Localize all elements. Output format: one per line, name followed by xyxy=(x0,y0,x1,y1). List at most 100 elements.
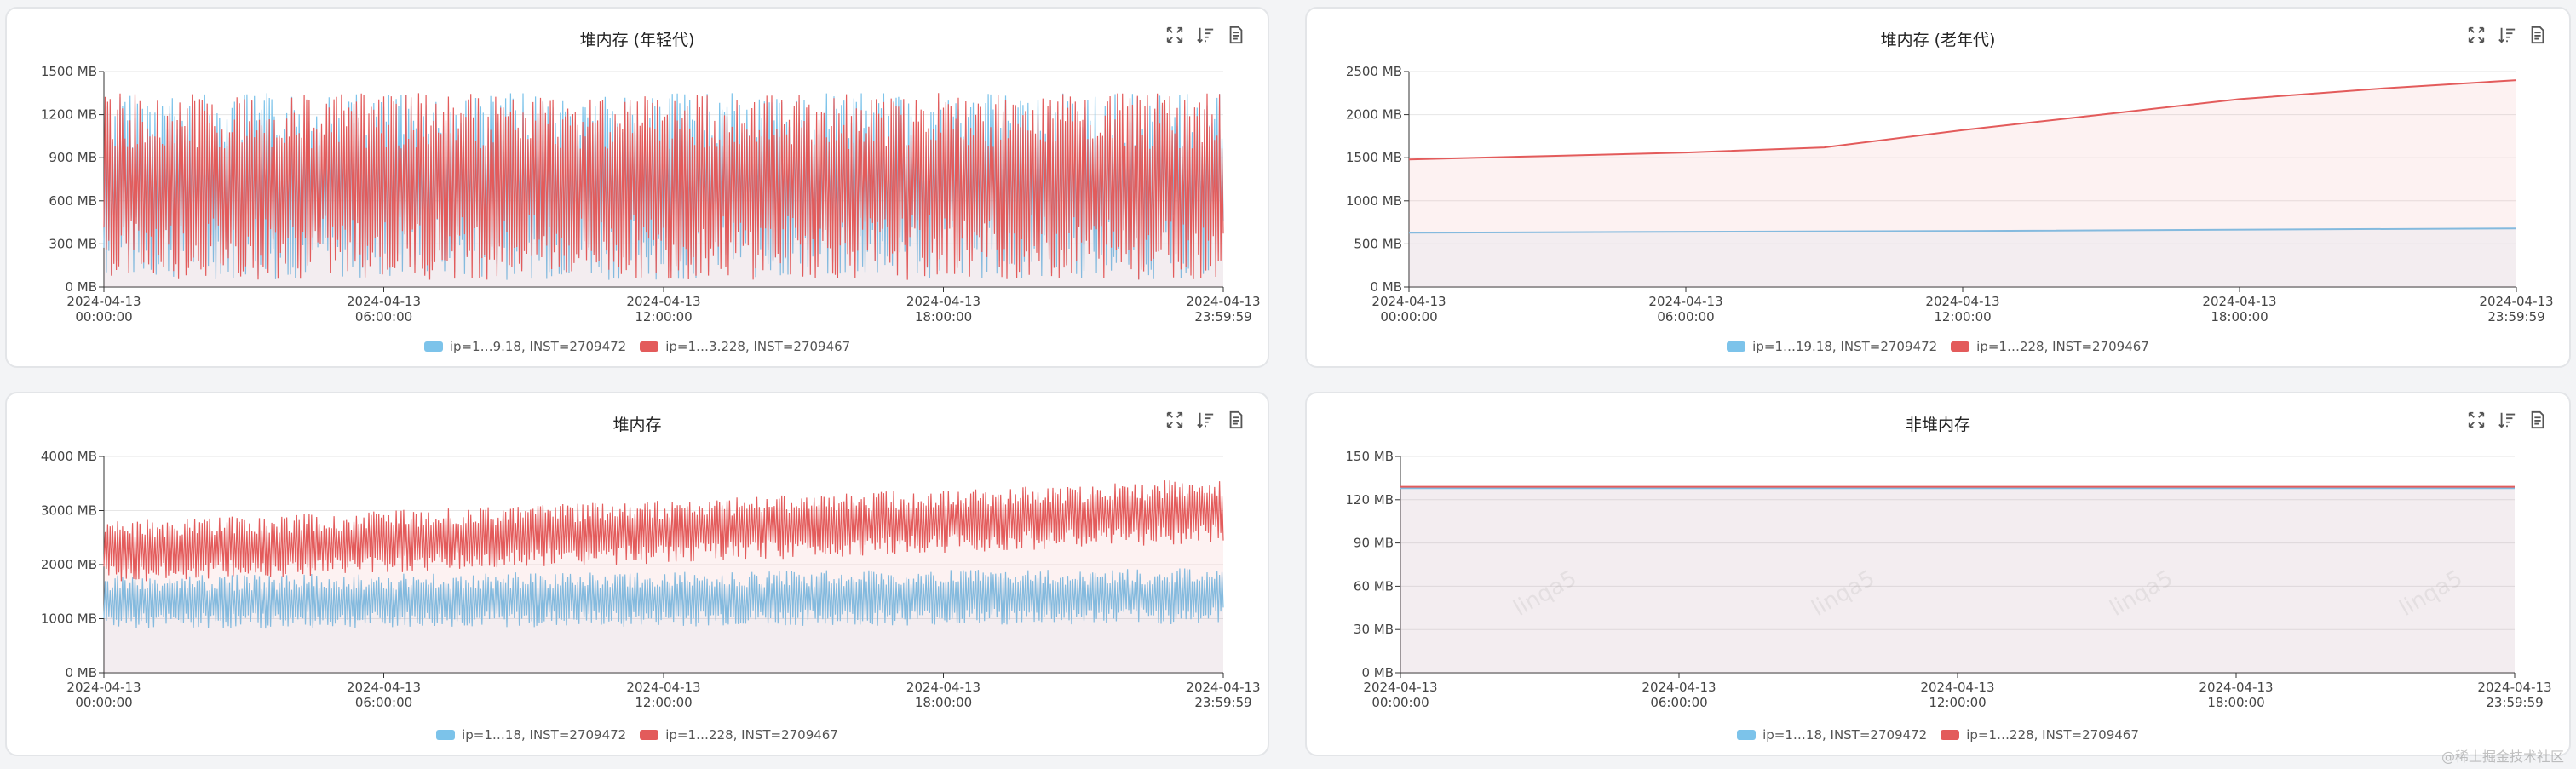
x-tick-label-time: 06:00:00 xyxy=(1657,309,1714,324)
document-icon[interactable] xyxy=(2528,410,2547,429)
legend-item-series-2[interactable]: ip=1…228, INST=2709467 xyxy=(1941,727,2139,743)
non-heap-plot: 0 MB 30 MB 60 MB 90 MB 120 MB 150 MB 2024-04-1… xyxy=(1345,449,2551,710)
series-line-2 xyxy=(1408,79,2517,161)
y-tick-label: 2000 MB xyxy=(1346,107,1402,123)
young-gen-plot: 0 MB 300 MB 600 MB 900 MB 1200 MB 1500 MB 2024… xyxy=(41,64,1261,324)
x-tick-label-date: 2024-04-13 xyxy=(1363,680,1437,695)
legend-item-series-2[interactable]: ip=1…228, INST=2709467 xyxy=(1951,339,2149,354)
x-tick-label-date: 2024-04-13 xyxy=(347,294,421,309)
legend-item-series-1[interactable]: ip=1…18, INST=2709472 xyxy=(436,727,626,743)
legend-item-series-2[interactable]: ip=1…228, INST=2709467 xyxy=(640,727,838,743)
chart-panel-heap: 堆内存 0 MB 1000 MB 2000 MB 3000 MB 4000 MB 2024… xyxy=(5,392,1269,756)
y-tick-label: 500 MB xyxy=(1354,236,1402,251)
y-tick-label: 30 MB xyxy=(1354,622,1394,637)
x-tick-label-date: 2024-04-13 xyxy=(1925,294,1999,309)
x-tick-label-date: 2024-04-13 xyxy=(626,680,700,695)
x-tick-label-date: 2024-04-13 xyxy=(347,680,421,695)
sort-icon[interactable] xyxy=(2498,26,2516,44)
x-tick-label-time: 12:00:00 xyxy=(1929,695,1986,710)
series-line-1 xyxy=(1408,227,2517,234)
series-line-1 xyxy=(103,568,1224,629)
legend-swatch xyxy=(1737,730,1757,740)
x-tick-label-time: 06:00:00 xyxy=(1650,695,1707,710)
chart-legend: ip=1…9.18, INST=2709472 ip=1…3.228, INST… xyxy=(7,339,1268,354)
legend-item-series-1[interactable]: ip=1…19.18, INST=2709472 xyxy=(1727,339,1937,354)
y-tick-label: 3000 MB xyxy=(41,503,97,519)
x-tick-label-date: 2024-04-13 xyxy=(2199,680,2273,695)
chart-title: 堆内存 (年轻代) xyxy=(579,31,695,49)
y-tick-label: 1200 MB xyxy=(41,107,97,123)
y-tick-label: 1000 MB xyxy=(1346,193,1402,209)
series-line-2 xyxy=(103,480,1224,582)
x-tick-label-date: 2024-04-13 xyxy=(1920,680,1994,695)
x-tick-label-date: 2024-04-13 xyxy=(906,294,980,309)
x-tick-label-time: 00:00:00 xyxy=(1380,309,1437,324)
sort-icon[interactable] xyxy=(1196,410,1215,429)
x-tick-label-date: 2024-04-13 xyxy=(1371,294,1446,309)
fullscreen-icon[interactable] xyxy=(1165,26,1184,44)
sort-icon[interactable] xyxy=(2498,410,2516,429)
chart-title: 非堆内存 xyxy=(1905,416,1970,434)
legend-swatch xyxy=(1727,341,1746,352)
x-tick-label-date: 2024-04-13 xyxy=(1186,294,1260,309)
sort-icon[interactable] xyxy=(1196,26,1215,44)
chart-toolbar xyxy=(2467,410,2547,429)
x-tick-label-time: 00:00:00 xyxy=(75,309,132,324)
x-tick-label-date: 2024-04-13 xyxy=(66,680,141,695)
y-tick-label: 60 MB xyxy=(1354,578,1394,594)
old-gen-plot: 0 MB 500 MB 1000 MB 1500 MB 2000 MB 2500 MB 20… xyxy=(1346,64,2554,324)
y-tick-label: 0 MB xyxy=(1361,665,1394,680)
fullscreen-icon[interactable] xyxy=(2467,26,2486,44)
y-tick-label: 4000 MB xyxy=(41,449,97,464)
x-tick-label-date: 2024-04-13 xyxy=(2202,294,2276,309)
x-tick-label-time: 12:00:00 xyxy=(635,309,692,324)
y-tick-label: 1500 MB xyxy=(41,64,97,79)
chart-panel-young-gen: 堆内存 (年轻代) 0 MB 300 MB 600 MB 900 MB 1200 MB 1… xyxy=(5,7,1269,368)
legend-item-series-1[interactable]: ip=1…18, INST=2709472 xyxy=(1737,727,1927,743)
x-tick-label-time: 12:00:00 xyxy=(1934,309,1991,324)
x-tick-label-time: 23:59:59 xyxy=(2486,695,2543,710)
y-tick-label: 90 MB xyxy=(1354,536,1394,551)
y-tick-label: 120 MB xyxy=(1345,492,1394,508)
x-tick-label-time: 23:59:59 xyxy=(1194,309,1251,324)
x-tick-label-time: 18:00:00 xyxy=(915,695,972,710)
document-icon[interactable] xyxy=(1227,26,1245,44)
y-tick-label: 2500 MB xyxy=(1346,64,1402,79)
legend-swatch xyxy=(436,730,456,740)
chart-toolbar xyxy=(1165,26,1245,44)
chart-toolbar xyxy=(2467,26,2547,44)
chart-title: 堆内存 (老年代) xyxy=(1880,31,1996,49)
y-tick-label: 150 MB xyxy=(1345,449,1394,464)
chart-legend: ip=1…18, INST=2709472 ip=1…228, INST=270… xyxy=(1307,727,2569,743)
x-tick-label-date: 2024-04-13 xyxy=(2479,294,2553,309)
series-area-1 xyxy=(1400,488,2515,673)
heap-plot: 0 MB 1000 MB 2000 MB 3000 MB 4000 MB 2024-04-… xyxy=(41,449,1261,710)
y-tick-label: 0 MB xyxy=(1370,279,1402,295)
y-tick-label: 1500 MB xyxy=(1346,150,1402,165)
chart-legend: ip=1…18, INST=2709472 ip=1…228, INST=270… xyxy=(7,727,1268,743)
x-tick-label-time: 00:00:00 xyxy=(1371,695,1429,710)
chart-title: 堆内存 xyxy=(612,416,662,434)
document-icon[interactable] xyxy=(1227,410,1245,429)
document-icon[interactable] xyxy=(2528,26,2547,44)
y-tick-label: 0 MB xyxy=(65,279,97,295)
x-tick-label-time: 12:00:00 xyxy=(635,695,692,710)
legend-item-series-2[interactable]: ip=1…3.228, INST=2709467 xyxy=(640,339,850,354)
x-tick-label-time: 18:00:00 xyxy=(915,309,972,324)
y-tick-label: 300 MB xyxy=(49,236,97,251)
fullscreen-icon[interactable] xyxy=(2467,410,2486,429)
legend-item-series-1[interactable]: ip=1…9.18, INST=2709472 xyxy=(423,339,626,354)
x-tick-label-time: 18:00:00 xyxy=(2207,695,2264,710)
fullscreen-icon[interactable] xyxy=(1165,410,1184,429)
chart-panel-non-heap: 非堆内存 0 MB 30 MB 60 MB 90 MB 120 MB 150 MB 2024… xyxy=(1305,392,2571,756)
x-tick-label-date: 2024-04-13 xyxy=(626,294,700,309)
x-tick-label-time: 00:00:00 xyxy=(75,695,132,710)
chart-panel-old-gen: 堆内存 (老年代) 0 MB 500 MB 1000 MB 1500 MB 2000 M… xyxy=(1305,7,2571,368)
legend-swatch xyxy=(1941,730,1960,740)
chart-legend: ip=1…19.18, INST=2709472 ip=1…228, INST=… xyxy=(1307,339,2569,354)
y-tick-label: 900 MB xyxy=(49,150,97,165)
x-tick-label-date: 2024-04-13 xyxy=(1186,680,1260,695)
y-tick-label: 1000 MB xyxy=(41,611,97,627)
y-tick-label: 600 MB xyxy=(49,193,97,209)
legend-swatch xyxy=(1951,341,1970,352)
